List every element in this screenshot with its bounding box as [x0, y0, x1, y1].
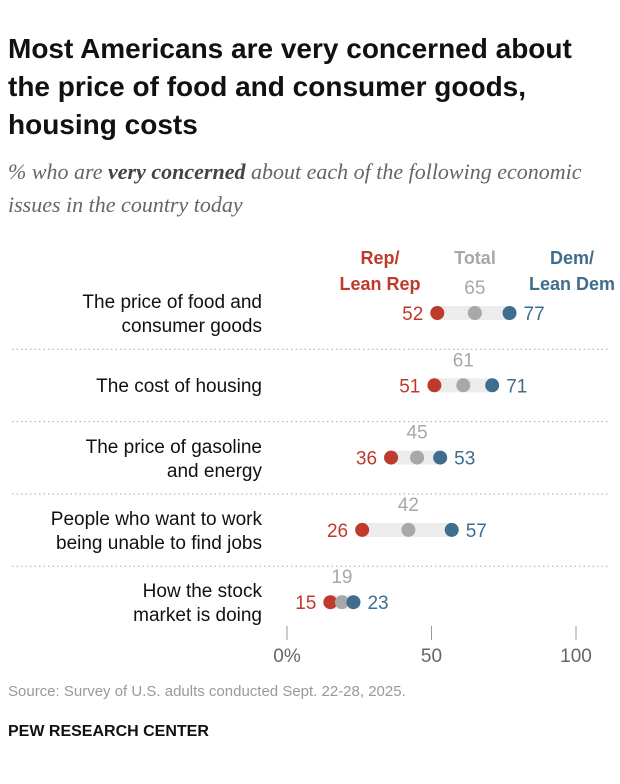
dot: [433, 450, 448, 465]
dot: [427, 378, 442, 393]
subtitle-emphasis: very concerned: [108, 159, 246, 184]
subtitle-text: about each of the following economic iss…: [8, 159, 582, 217]
value-label: 57: [466, 521, 487, 542]
value-label: 77: [524, 304, 545, 325]
category-label: The price of food and consumer goods: [82, 292, 262, 337]
dot: [410, 450, 425, 465]
legend-label: Dem/ Lean Dem: [528, 248, 616, 294]
value-label: 15: [295, 593, 316, 614]
x-tick-label: 100: [560, 646, 592, 667]
value-label: 23: [367, 593, 388, 614]
dot: [456, 378, 471, 393]
legend-label: Total: [454, 248, 496, 268]
chart-subtitle: % who are very concerned about each of t…: [8, 155, 613, 221]
dot: [444, 522, 459, 537]
dot: [384, 450, 399, 465]
dot: [502, 306, 517, 320]
category-label: The cost of housing: [96, 376, 262, 398]
category-label: People who want to work being unable to …: [50, 508, 262, 554]
dot: [485, 378, 500, 393]
value-label: 45: [406, 423, 427, 444]
category-label: The price of gasoline and energy: [85, 436, 262, 482]
value-label: 65: [464, 278, 485, 299]
value-label: 52: [402, 304, 423, 325]
source-note: Source: Survey of U.S. adults conducted …: [8, 683, 406, 700]
dot: [346, 595, 361, 610]
value-label: 51: [399, 376, 420, 397]
brand: PEW RESEARCH CENTER: [8, 723, 209, 740]
dot: [323, 595, 338, 610]
x-tick-label: 0%: [273, 646, 301, 667]
x-tick-label: 50: [421, 646, 442, 667]
dot: [334, 595, 349, 610]
value-label: 36: [356, 449, 377, 470]
value-label: 71: [506, 376, 527, 397]
value-label: 26: [327, 521, 348, 542]
dot: [355, 522, 370, 537]
dot: [467, 306, 482, 320]
dot: [430, 306, 445, 320]
subtitle-text: % who are: [8, 159, 109, 184]
legend-label: Rep/ Lean Rep: [339, 248, 421, 294]
chart-title: Most Americans are very concerned about …: [8, 33, 572, 140]
value-label: 61: [453, 350, 474, 371]
dot: [401, 522, 416, 537]
category-label: How the stock market is doing: [133, 581, 262, 627]
value-label: 42: [398, 495, 419, 516]
value-label: 53: [454, 449, 475, 470]
value-label: 19: [331, 567, 352, 588]
